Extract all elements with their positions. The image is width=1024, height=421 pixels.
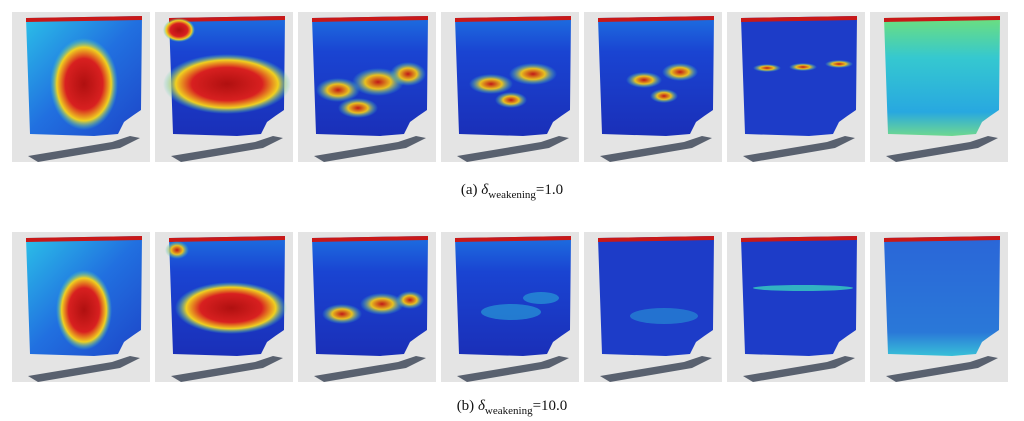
panel: [727, 232, 865, 382]
panel: [584, 12, 722, 162]
caption-value: =1.0: [536, 182, 563, 198]
caption-subscript: weakening: [485, 405, 533, 417]
caption-subscript: weakening: [488, 189, 536, 201]
panel: [870, 232, 1008, 382]
panel: [584, 232, 722, 382]
panel: [12, 12, 150, 162]
panel: [441, 12, 579, 162]
figure: (a) δweakening=1.0 (b) δweakening=10.0: [0, 0, 1024, 421]
panel: [441, 232, 579, 382]
caption-label: (b): [457, 398, 475, 414]
caption-b: (b) δweakening=10.0: [457, 398, 568, 417]
caption-a: (a) δweakening=1.0: [461, 182, 563, 201]
panel: [12, 232, 150, 382]
panel: [155, 12, 293, 162]
row-a-images: [12, 12, 1008, 162]
panel: [727, 12, 865, 162]
caption-value: =10.0: [533, 398, 568, 414]
caption-label: (a): [461, 182, 478, 198]
row-b-images: [12, 232, 1008, 382]
panel: [870, 12, 1008, 162]
panel: [155, 232, 293, 382]
panel: [298, 12, 436, 162]
panel: [298, 232, 436, 382]
